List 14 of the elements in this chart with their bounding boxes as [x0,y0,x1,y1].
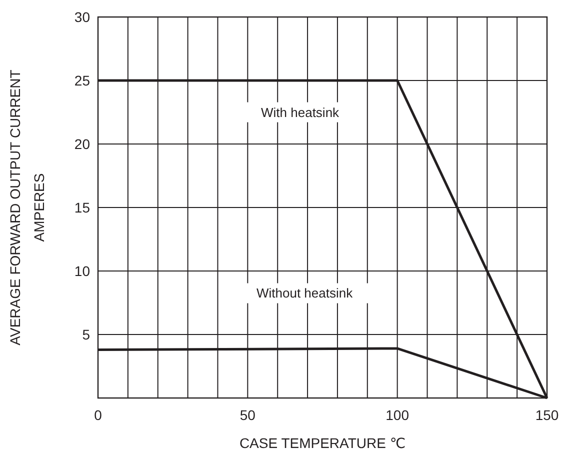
annotation: With heatsink [261,104,340,120]
x-tick-label: 0 [94,407,102,423]
y-tick-label: 25 [74,72,90,88]
y-axis-title: AVERAGE FORWARD OUTPUT CURRENT AMPERES [7,69,47,346]
y-tick-label: 20 [74,136,90,152]
x-tick-label: 100 [386,407,410,423]
y-tick-label: 5 [82,326,90,342]
y-tick-label: 30 [74,9,90,25]
y-tick-label: 15 [74,200,90,216]
annotation: Without heatsink [256,286,354,301]
x-axis-title: CASE TEMPERATURE ℃ [239,435,406,451]
y-tick-label: 10 [74,263,90,279]
x-tick-label: 150 [535,407,559,423]
x-tick-label: 50 [240,407,256,423]
